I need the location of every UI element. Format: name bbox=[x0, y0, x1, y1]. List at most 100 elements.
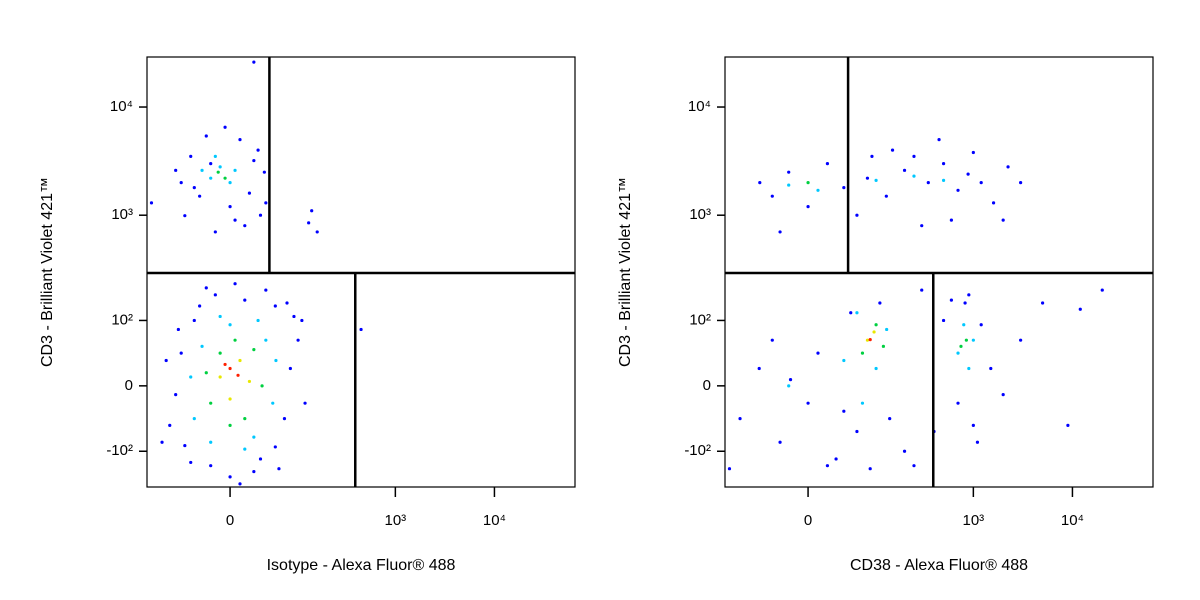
event-point bbox=[868, 467, 872, 471]
event-point bbox=[285, 301, 289, 305]
event-point bbox=[1078, 307, 1082, 311]
event-point bbox=[870, 154, 874, 158]
event-point bbox=[956, 351, 960, 355]
event-point bbox=[890, 148, 895, 152]
event-point bbox=[868, 337, 872, 342]
event-point bbox=[787, 170, 791, 174]
x-tick-label: 10³ bbox=[385, 512, 407, 529]
event-point bbox=[1019, 181, 1023, 185]
event-point bbox=[885, 327, 889, 332]
event-point bbox=[979, 323, 983, 327]
event-point bbox=[288, 366, 292, 371]
event-point bbox=[1006, 165, 1010, 169]
event-point bbox=[262, 170, 266, 174]
x-tick-label: 10⁴ bbox=[1061, 512, 1084, 529]
x-axis-label: CD38 - Alexa Fluor® 488 bbox=[850, 557, 1028, 574]
event-point bbox=[878, 301, 882, 305]
event-point bbox=[949, 298, 954, 302]
event-point bbox=[989, 366, 993, 371]
event-point bbox=[247, 191, 252, 195]
event-point bbox=[296, 338, 300, 342]
event-point bbox=[264, 288, 268, 292]
event-point bbox=[264, 338, 268, 342]
event-point bbox=[874, 178, 878, 182]
event-point bbox=[770, 194, 774, 198]
event-point bbox=[975, 440, 980, 444]
event-point bbox=[920, 288, 924, 292]
event-point bbox=[238, 358, 242, 363]
event-point bbox=[912, 464, 916, 468]
event-point bbox=[310, 209, 314, 213]
event-point bbox=[228, 475, 232, 479]
event-point bbox=[1066, 423, 1070, 427]
event-point bbox=[855, 311, 859, 315]
event-point bbox=[174, 168, 178, 172]
event-point bbox=[307, 221, 311, 225]
event-point bbox=[209, 401, 213, 405]
event-point bbox=[209, 464, 213, 468]
event-point bbox=[816, 188, 820, 192]
event-point bbox=[1041, 301, 1045, 305]
event-point bbox=[842, 186, 846, 190]
event-point bbox=[209, 162, 213, 166]
event-point bbox=[243, 224, 247, 228]
y-tick-label: 0 bbox=[703, 377, 711, 394]
event-point bbox=[788, 378, 793, 382]
y-tick-label: -10² bbox=[106, 442, 133, 459]
event-point bbox=[937, 138, 941, 142]
event-point bbox=[778, 440, 782, 444]
y-tick-label: -10² bbox=[684, 442, 711, 459]
x-tick-label: 10³ bbox=[963, 512, 985, 529]
event-point bbox=[258, 213, 263, 217]
event-point bbox=[198, 194, 202, 198]
event-point bbox=[860, 351, 865, 355]
event-point bbox=[966, 172, 970, 176]
event-point bbox=[315, 230, 319, 234]
event-point bbox=[252, 158, 256, 163]
event-point bbox=[277, 467, 281, 471]
event-point bbox=[273, 445, 277, 449]
event-point bbox=[243, 416, 247, 421]
event-point bbox=[1100, 288, 1104, 292]
event-point bbox=[806, 181, 810, 185]
event-point bbox=[855, 429, 859, 434]
event-point bbox=[252, 60, 256, 64]
event-point bbox=[209, 440, 213, 444]
event-point bbox=[160, 440, 164, 444]
event-point bbox=[979, 181, 983, 185]
event-point bbox=[183, 214, 187, 218]
event-point bbox=[213, 230, 217, 234]
x-tick-label: 10⁴ bbox=[483, 512, 506, 529]
event-point bbox=[874, 366, 878, 371]
event-point bbox=[967, 293, 971, 297]
event-point bbox=[256, 148, 260, 152]
event-point bbox=[778, 230, 782, 234]
event-point bbox=[920, 224, 924, 228]
event-point bbox=[787, 384, 791, 388]
event-point bbox=[865, 338, 870, 342]
event-point bbox=[243, 447, 247, 451]
event-point bbox=[303, 401, 307, 405]
event-point bbox=[189, 375, 193, 379]
event-point bbox=[228, 181, 232, 185]
event-point bbox=[238, 482, 242, 486]
event-point bbox=[183, 443, 187, 448]
event-point bbox=[806, 401, 810, 405]
event-point bbox=[233, 282, 237, 286]
event-point bbox=[991, 201, 996, 205]
event-point bbox=[971, 423, 975, 427]
event-point bbox=[252, 435, 256, 439]
event-point bbox=[888, 416, 892, 421]
event-point bbox=[855, 213, 859, 217]
event-point bbox=[881, 344, 885, 348]
event-point bbox=[956, 401, 960, 405]
event-point bbox=[959, 344, 963, 348]
event-point bbox=[228, 205, 232, 209]
event-point bbox=[1019, 338, 1023, 342]
event-point bbox=[204, 286, 208, 290]
event-point bbox=[971, 338, 975, 342]
event-point bbox=[192, 318, 196, 323]
event-point bbox=[213, 154, 217, 158]
y-tick-label: 10⁴ bbox=[110, 98, 133, 115]
